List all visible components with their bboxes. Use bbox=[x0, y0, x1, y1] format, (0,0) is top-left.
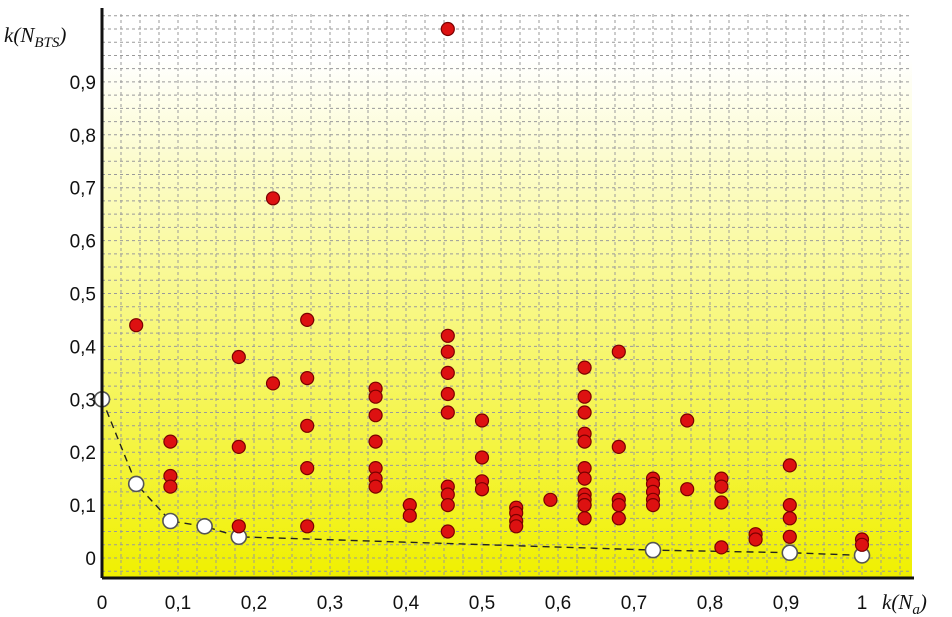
data-point bbox=[714, 540, 729, 555]
data-point bbox=[680, 482, 695, 497]
y-tick-label: 0,3 bbox=[70, 390, 96, 411]
data-point bbox=[782, 529, 797, 544]
y-tick-label: 0,6 bbox=[70, 232, 96, 253]
x-tick-label: 0,8 bbox=[697, 593, 723, 614]
data-point bbox=[231, 439, 246, 454]
frontier-line bbox=[101, 399, 863, 557]
data-point bbox=[680, 413, 695, 428]
data-point bbox=[611, 439, 626, 454]
y-axis-title-base: k(N bbox=[4, 23, 35, 47]
data-point bbox=[577, 511, 592, 526]
data-point bbox=[265, 191, 281, 206]
x-tick-label: 0,5 bbox=[469, 593, 495, 614]
data-points bbox=[129, 21, 870, 555]
data-point bbox=[577, 360, 592, 375]
data-point bbox=[368, 479, 383, 494]
data-point bbox=[714, 479, 729, 494]
data-point bbox=[368, 389, 383, 404]
data-point bbox=[300, 519, 315, 534]
data-point bbox=[854, 537, 870, 552]
x-tick-label: 0,2 bbox=[241, 593, 267, 614]
x-tick-label: 0,1 bbox=[165, 593, 191, 614]
data-point bbox=[748, 532, 763, 547]
data-point bbox=[265, 376, 281, 391]
axes bbox=[100, 8, 914, 580]
data-point bbox=[129, 318, 144, 333]
data-point bbox=[577, 498, 592, 513]
data-point bbox=[440, 21, 455, 37]
y-tick-label: 0,7 bbox=[70, 179, 96, 200]
data-point bbox=[300, 461, 315, 476]
plot-background bbox=[102, 14, 912, 578]
data-point bbox=[440, 365, 455, 380]
data-point bbox=[611, 498, 626, 513]
y-tick-label: 0,5 bbox=[70, 285, 96, 306]
data-point bbox=[300, 312, 315, 327]
data-point bbox=[440, 498, 455, 513]
x-tick-label: 1 bbox=[857, 593, 868, 614]
data-point bbox=[231, 519, 246, 534]
x-tick-label: 0,9 bbox=[773, 593, 799, 614]
data-point bbox=[509, 519, 524, 534]
x-axis-title-base: k(N bbox=[882, 590, 913, 614]
data-point bbox=[300, 371, 315, 386]
data-point bbox=[782, 511, 797, 526]
data-point bbox=[368, 408, 383, 423]
data-point bbox=[440, 328, 455, 343]
data-point bbox=[163, 479, 178, 494]
data-point bbox=[543, 492, 558, 507]
y-tick-label: 0,4 bbox=[70, 337, 97, 358]
y-tick-label: 0,8 bbox=[70, 126, 96, 147]
data-point bbox=[577, 471, 592, 486]
y-axis-title-sub: BTS bbox=[34, 35, 60, 51]
data-point bbox=[577, 434, 592, 449]
data-point bbox=[782, 498, 797, 513]
y-axis-title-close: ) bbox=[58, 23, 66, 47]
data-point bbox=[474, 413, 490, 428]
frontier-point bbox=[644, 541, 662, 559]
data-point bbox=[645, 498, 661, 513]
grid bbox=[102, 14, 912, 578]
data-point bbox=[440, 386, 455, 402]
x-tick-labels: 0 0,1 0,2 0,3 0,4 0,5 0,6 0,7 0,8 0,9 1 bbox=[97, 593, 868, 614]
x-axis-title: k(Na) bbox=[882, 590, 927, 617]
frontier-point bbox=[127, 475, 145, 493]
y-tick-label: 0 bbox=[85, 549, 96, 570]
y-tick-label: 0,9 bbox=[70, 73, 96, 94]
data-point bbox=[577, 405, 592, 420]
x-tick-label: 0,7 bbox=[621, 593, 647, 614]
data-point bbox=[611, 344, 626, 359]
x-tick-label: 0 bbox=[97, 593, 108, 614]
data-point bbox=[714, 495, 729, 510]
x-axis-title-close: ) bbox=[919, 590, 927, 614]
frontier-point bbox=[162, 512, 179, 530]
data-point bbox=[368, 434, 383, 449]
frontier-point bbox=[781, 544, 799, 562]
data-point bbox=[440, 524, 455, 539]
data-point bbox=[300, 418, 315, 433]
y-tick-labels: 0 0,1 0,2 0,3 0,4 0,5 0,6 0,7 0,8 0,9 bbox=[70, 73, 97, 570]
data-point bbox=[474, 450, 490, 465]
y-tick-label: 0,2 bbox=[70, 443, 96, 464]
x-tick-label: 0,4 bbox=[393, 593, 420, 614]
y-axis-title: k(NBTS) bbox=[4, 23, 66, 51]
data-point bbox=[163, 434, 178, 449]
x-tick-label: 0,3 bbox=[317, 593, 343, 614]
x-tick-label: 0,6 bbox=[545, 593, 571, 614]
data-point bbox=[782, 458, 797, 473]
y-tick-label: 0,1 bbox=[70, 496, 96, 517]
data-point bbox=[440, 344, 455, 359]
data-point bbox=[611, 511, 626, 526]
x-axis-title-sub: a bbox=[912, 602, 920, 617]
data-point bbox=[474, 482, 490, 497]
data-point bbox=[402, 508, 417, 523]
data-point bbox=[231, 349, 246, 365]
data-point bbox=[577, 389, 592, 404]
frontier-point bbox=[196, 517, 213, 535]
data-point bbox=[440, 405, 455, 420]
